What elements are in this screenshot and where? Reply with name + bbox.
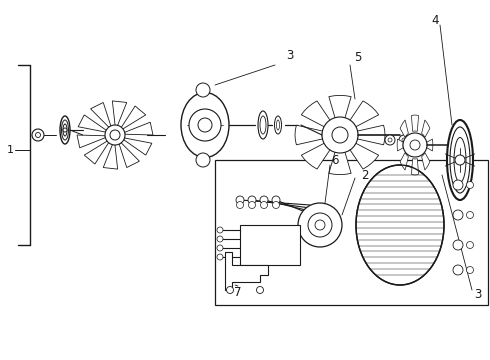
Ellipse shape xyxy=(399,135,409,145)
Circle shape xyxy=(248,202,255,208)
Circle shape xyxy=(217,227,223,233)
Polygon shape xyxy=(301,101,331,127)
Polygon shape xyxy=(400,153,408,170)
Polygon shape xyxy=(357,125,385,145)
Circle shape xyxy=(322,117,358,153)
Polygon shape xyxy=(77,135,105,148)
Polygon shape xyxy=(397,139,403,151)
Circle shape xyxy=(315,220,325,230)
Ellipse shape xyxy=(447,120,473,200)
Circle shape xyxy=(260,196,268,204)
Polygon shape xyxy=(349,143,379,169)
Ellipse shape xyxy=(356,165,444,285)
Circle shape xyxy=(196,153,210,167)
Circle shape xyxy=(198,118,212,132)
Circle shape xyxy=(455,155,465,165)
Circle shape xyxy=(261,202,268,208)
Polygon shape xyxy=(84,141,109,164)
Circle shape xyxy=(308,213,332,237)
Ellipse shape xyxy=(454,138,466,183)
Text: 2: 2 xyxy=(361,168,369,181)
Circle shape xyxy=(217,254,223,260)
Ellipse shape xyxy=(63,124,67,136)
Polygon shape xyxy=(103,144,118,169)
Polygon shape xyxy=(301,143,331,169)
Ellipse shape xyxy=(450,127,470,193)
Circle shape xyxy=(236,196,244,204)
Polygon shape xyxy=(295,125,322,145)
Circle shape xyxy=(217,245,223,251)
Text: 3: 3 xyxy=(286,49,294,62)
Text: 6: 6 xyxy=(331,153,339,166)
Circle shape xyxy=(226,287,234,293)
Text: 5: 5 xyxy=(354,50,362,63)
Text: 3: 3 xyxy=(474,288,482,302)
Circle shape xyxy=(410,140,420,150)
Circle shape xyxy=(466,266,473,274)
Polygon shape xyxy=(421,153,430,170)
Ellipse shape xyxy=(60,116,70,144)
Circle shape xyxy=(32,129,44,141)
Circle shape xyxy=(237,202,244,208)
Polygon shape xyxy=(121,106,146,129)
Circle shape xyxy=(453,180,463,190)
Circle shape xyxy=(189,109,221,141)
Circle shape xyxy=(256,287,264,293)
Circle shape xyxy=(35,132,41,138)
Polygon shape xyxy=(215,160,488,305)
Polygon shape xyxy=(412,159,418,175)
Polygon shape xyxy=(421,120,430,137)
Circle shape xyxy=(63,128,67,132)
Polygon shape xyxy=(329,150,351,175)
Ellipse shape xyxy=(274,116,281,134)
Circle shape xyxy=(466,242,473,248)
Polygon shape xyxy=(91,103,111,128)
Polygon shape xyxy=(349,101,379,127)
Circle shape xyxy=(466,212,473,219)
Ellipse shape xyxy=(388,138,392,142)
Circle shape xyxy=(453,240,463,250)
Polygon shape xyxy=(412,115,418,131)
Polygon shape xyxy=(123,138,152,155)
Ellipse shape xyxy=(258,111,268,139)
Circle shape xyxy=(217,236,223,242)
Polygon shape xyxy=(225,252,268,290)
Text: 7: 7 xyxy=(234,285,242,298)
Polygon shape xyxy=(427,139,433,151)
Ellipse shape xyxy=(181,93,229,158)
Circle shape xyxy=(403,133,427,157)
Circle shape xyxy=(105,125,125,145)
Ellipse shape xyxy=(276,120,279,130)
Polygon shape xyxy=(119,142,140,167)
Polygon shape xyxy=(240,225,300,265)
Circle shape xyxy=(332,127,348,143)
Polygon shape xyxy=(400,120,408,137)
Circle shape xyxy=(272,196,280,204)
Circle shape xyxy=(466,181,473,189)
Text: 1: 1 xyxy=(6,145,14,155)
Circle shape xyxy=(272,202,279,208)
Circle shape xyxy=(110,130,120,140)
Ellipse shape xyxy=(402,138,406,142)
Polygon shape xyxy=(78,115,106,132)
Circle shape xyxy=(453,210,463,220)
Circle shape xyxy=(248,196,256,204)
Polygon shape xyxy=(124,122,153,135)
Ellipse shape xyxy=(385,135,395,145)
Circle shape xyxy=(453,265,463,275)
Text: 4: 4 xyxy=(431,14,439,27)
Ellipse shape xyxy=(260,116,266,134)
Ellipse shape xyxy=(62,120,69,140)
Circle shape xyxy=(196,83,210,97)
Polygon shape xyxy=(112,101,127,126)
Circle shape xyxy=(298,203,342,247)
Polygon shape xyxy=(329,95,351,120)
